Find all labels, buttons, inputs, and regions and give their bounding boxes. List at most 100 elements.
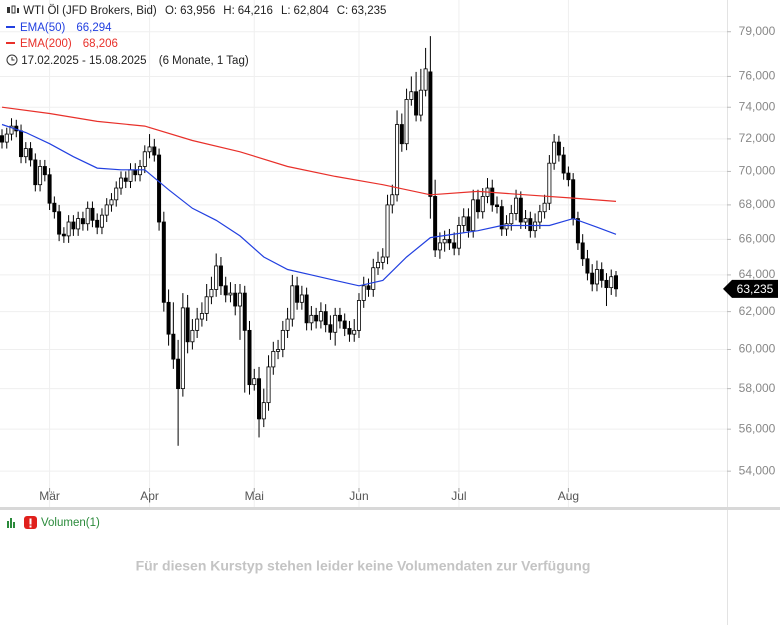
candle-body bbox=[171, 333, 176, 360]
candle-body bbox=[366, 285, 371, 290]
candle-body bbox=[47, 174, 52, 204]
candle-body bbox=[528, 218, 533, 232]
x-tick-label: Mär bbox=[39, 489, 60, 503]
candle-body bbox=[442, 238, 447, 244]
readout-value: 63,235 bbox=[351, 5, 387, 17]
readout-name: H: bbox=[223, 5, 235, 17]
candle-body bbox=[376, 261, 381, 269]
candle-body bbox=[499, 206, 504, 230]
candle-body bbox=[471, 199, 476, 232]
candle-body bbox=[38, 166, 43, 186]
candle-body bbox=[456, 225, 461, 249]
candle-body bbox=[228, 292, 233, 296]
candle-body bbox=[118, 177, 123, 189]
candle-body bbox=[542, 202, 547, 213]
readout-value: 63,956 bbox=[180, 5, 216, 17]
candles bbox=[0, 36, 619, 446]
candle-body bbox=[276, 349, 281, 352]
candle-body bbox=[495, 204, 500, 208]
candle-body bbox=[428, 71, 433, 197]
candle-body bbox=[166, 301, 171, 335]
y-tick-label: 79,000 bbox=[739, 24, 776, 38]
candle-body bbox=[437, 242, 442, 251]
candle-body bbox=[490, 187, 495, 206]
candle-body bbox=[323, 311, 328, 326]
candle-body bbox=[299, 294, 304, 303]
candle-body bbox=[180, 307, 185, 390]
candle-body bbox=[266, 366, 271, 404]
period-span: (6 Monate, 1 Tag) bbox=[158, 55, 249, 67]
candle-body bbox=[214, 265, 219, 290]
candle-body bbox=[280, 329, 285, 350]
candle-body bbox=[190, 329, 195, 343]
candle-body bbox=[614, 275, 619, 290]
candle-body bbox=[104, 204, 109, 216]
candle-body bbox=[199, 313, 204, 320]
candle-body bbox=[23, 148, 28, 158]
candle-body bbox=[480, 196, 485, 213]
candle-body bbox=[42, 166, 47, 176]
candle-body bbox=[247, 329, 252, 386]
candle-body bbox=[133, 169, 138, 176]
period-line: 17.02.2025 - 15.08.2025 (6 Monate, 1 Tag… bbox=[6, 54, 254, 67]
panel-separator bbox=[0, 507, 780, 510]
legend: EMA(50) 66,294 EMA(200) 68,206 bbox=[6, 22, 123, 54]
candle-body bbox=[580, 242, 585, 260]
candle-body bbox=[4, 133, 9, 143]
candle-body bbox=[161, 221, 166, 303]
candle-body bbox=[414, 91, 419, 116]
y-tick-label: 56,000 bbox=[739, 421, 776, 435]
candle-body bbox=[475, 199, 480, 213]
volume-message: Für diesen Kurstyp stehen leider keine V… bbox=[136, 558, 591, 574]
legend-entry: EMA(200) 68,206 bbox=[6, 38, 123, 54]
candle-body bbox=[399, 124, 404, 145]
candle-body bbox=[9, 125, 14, 135]
candle-body bbox=[185, 307, 190, 343]
candle-body bbox=[514, 197, 519, 214]
candle-body bbox=[95, 219, 100, 228]
x-tick-label: Aug bbox=[558, 489, 579, 503]
candle-body bbox=[447, 238, 452, 244]
y-tick-label: 70,000 bbox=[739, 164, 776, 178]
candle-body bbox=[352, 329, 357, 335]
candle-body bbox=[157, 154, 162, 223]
y-tick-label: 64,000 bbox=[739, 267, 776, 281]
candle-body bbox=[504, 223, 509, 230]
candle-body bbox=[571, 179, 576, 219]
candle-body bbox=[233, 292, 238, 307]
candle-body bbox=[342, 320, 347, 329]
candle-body bbox=[552, 141, 557, 164]
readout-value: 62,804 bbox=[293, 5, 329, 17]
candle-icon bbox=[7, 5, 19, 14]
candle-body bbox=[547, 162, 552, 204]
candle-body bbox=[152, 146, 157, 156]
legend-swatch bbox=[6, 42, 15, 44]
candle-body bbox=[295, 285, 300, 303]
candle-body bbox=[209, 289, 214, 298]
candle-body bbox=[314, 314, 319, 322]
y-tick-label: 62,000 bbox=[739, 304, 776, 318]
candle-body bbox=[237, 292, 242, 307]
header-line: WTI Öl (JFD Brokers, Bid) O: 63,956 H: 64,2… bbox=[6, 5, 399, 17]
candle-body bbox=[395, 124, 400, 196]
candle-body bbox=[309, 314, 314, 324]
candle-body bbox=[290, 285, 295, 320]
candle-body bbox=[371, 267, 376, 290]
ema-line bbox=[1, 123, 617, 287]
candle-body bbox=[257, 378, 262, 420]
y-tick-label: 68,000 bbox=[739, 197, 776, 211]
candle-body bbox=[90, 207, 95, 221]
legend-value: 68,206 bbox=[82, 38, 118, 50]
y-tick-label: 72,000 bbox=[739, 131, 776, 145]
candle-body bbox=[66, 221, 71, 237]
legend-name: EMA(50) bbox=[20, 22, 66, 34]
candle-body bbox=[147, 146, 152, 153]
y-tick-label: 74,000 bbox=[739, 99, 776, 113]
readout-name: C: bbox=[336, 5, 349, 17]
candle-body bbox=[361, 285, 366, 301]
candle-body bbox=[52, 202, 57, 213]
candle-body bbox=[252, 378, 257, 386]
clock-icon bbox=[6, 54, 18, 66]
y-tick-label: 66,000 bbox=[739, 232, 776, 246]
candle-body bbox=[404, 99, 409, 145]
